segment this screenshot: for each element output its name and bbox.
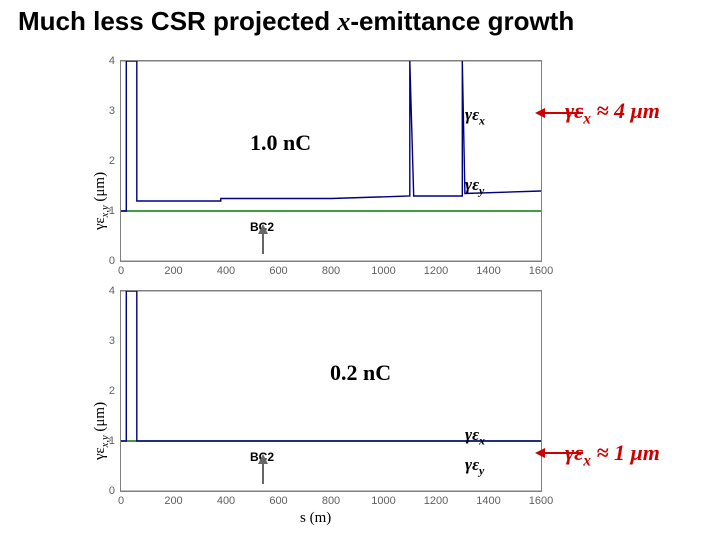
title-part1: Much less CSR projected xyxy=(18,6,337,36)
slide: Much less CSR projected x-emittance grow… xyxy=(0,0,720,540)
result-bot: γεx ≈ 1 μm xyxy=(565,440,660,470)
label-ey-top: γεy xyxy=(465,175,484,198)
page-title: Much less CSR projected x-emittance grow… xyxy=(18,6,574,37)
chart-top-svg xyxy=(121,61,541,261)
bc2-arrow-top xyxy=(262,232,264,254)
chart-top: 02004006008001000120014001600 01234 xyxy=(120,60,542,262)
xlabel: s (m) xyxy=(300,510,331,527)
result-top: γεx ≈ 4 μm xyxy=(565,98,660,128)
chart-top-frame xyxy=(121,61,541,261)
bc2-arrow-bot xyxy=(262,462,264,484)
ylabel-top: γεx,y (μm) xyxy=(92,172,111,230)
title-italic-x: x xyxy=(337,7,350,36)
label-ey-bot: γεy xyxy=(465,455,484,478)
title-part2: -emittance growth xyxy=(350,6,574,36)
label-ex-bot: γεx xyxy=(465,425,485,448)
ylabel-bot: γεx,y (μm) xyxy=(92,402,111,460)
label-ex-top: γεx xyxy=(465,105,485,128)
charge-label-top: 1.0 nC xyxy=(250,130,311,156)
charge-label-bot: 0.2 nC xyxy=(330,360,391,386)
